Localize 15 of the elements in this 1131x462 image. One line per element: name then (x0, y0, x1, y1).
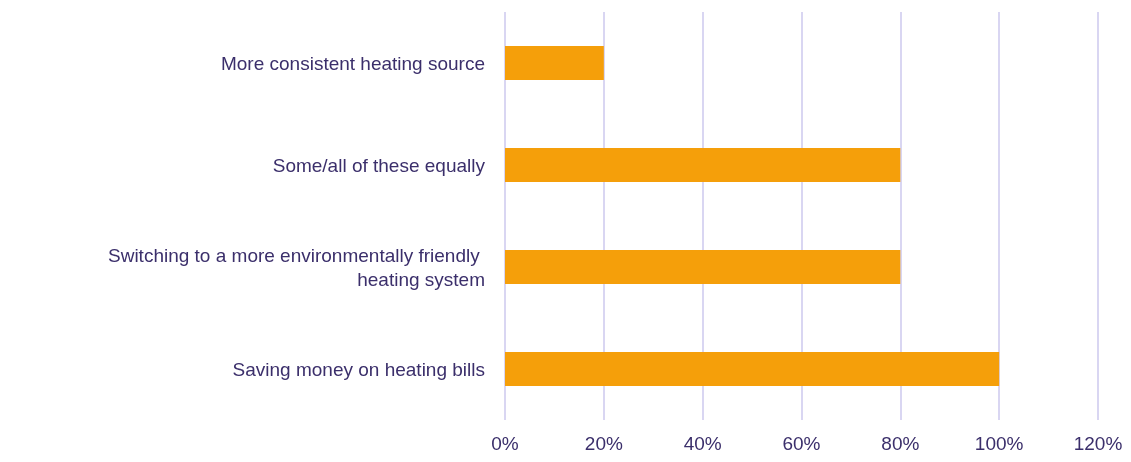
x-tick-label: 20% (584, 433, 623, 454)
x-tick-label: 80% (881, 433, 920, 454)
y-tick-label: Switching to a more environmentally friendly heating system (107, 244, 485, 290)
y-tick-label: More consistent heating source (220, 52, 485, 74)
y-tick-label: Some/all of these equally (272, 154, 486, 176)
bar (505, 352, 1000, 386)
bar (505, 46, 604, 80)
x-tick-label: 0% (491, 433, 519, 454)
x-tick-label: 40% (683, 433, 722, 454)
bar (505, 250, 901, 284)
x-tick-label: 60% (782, 433, 821, 454)
bar (505, 148, 901, 182)
x-tick-label: 120% (1073, 433, 1123, 454)
x-tick-label: 100% (974, 433, 1024, 454)
y-tick-label: Saving money on heating bills (232, 358, 485, 380)
